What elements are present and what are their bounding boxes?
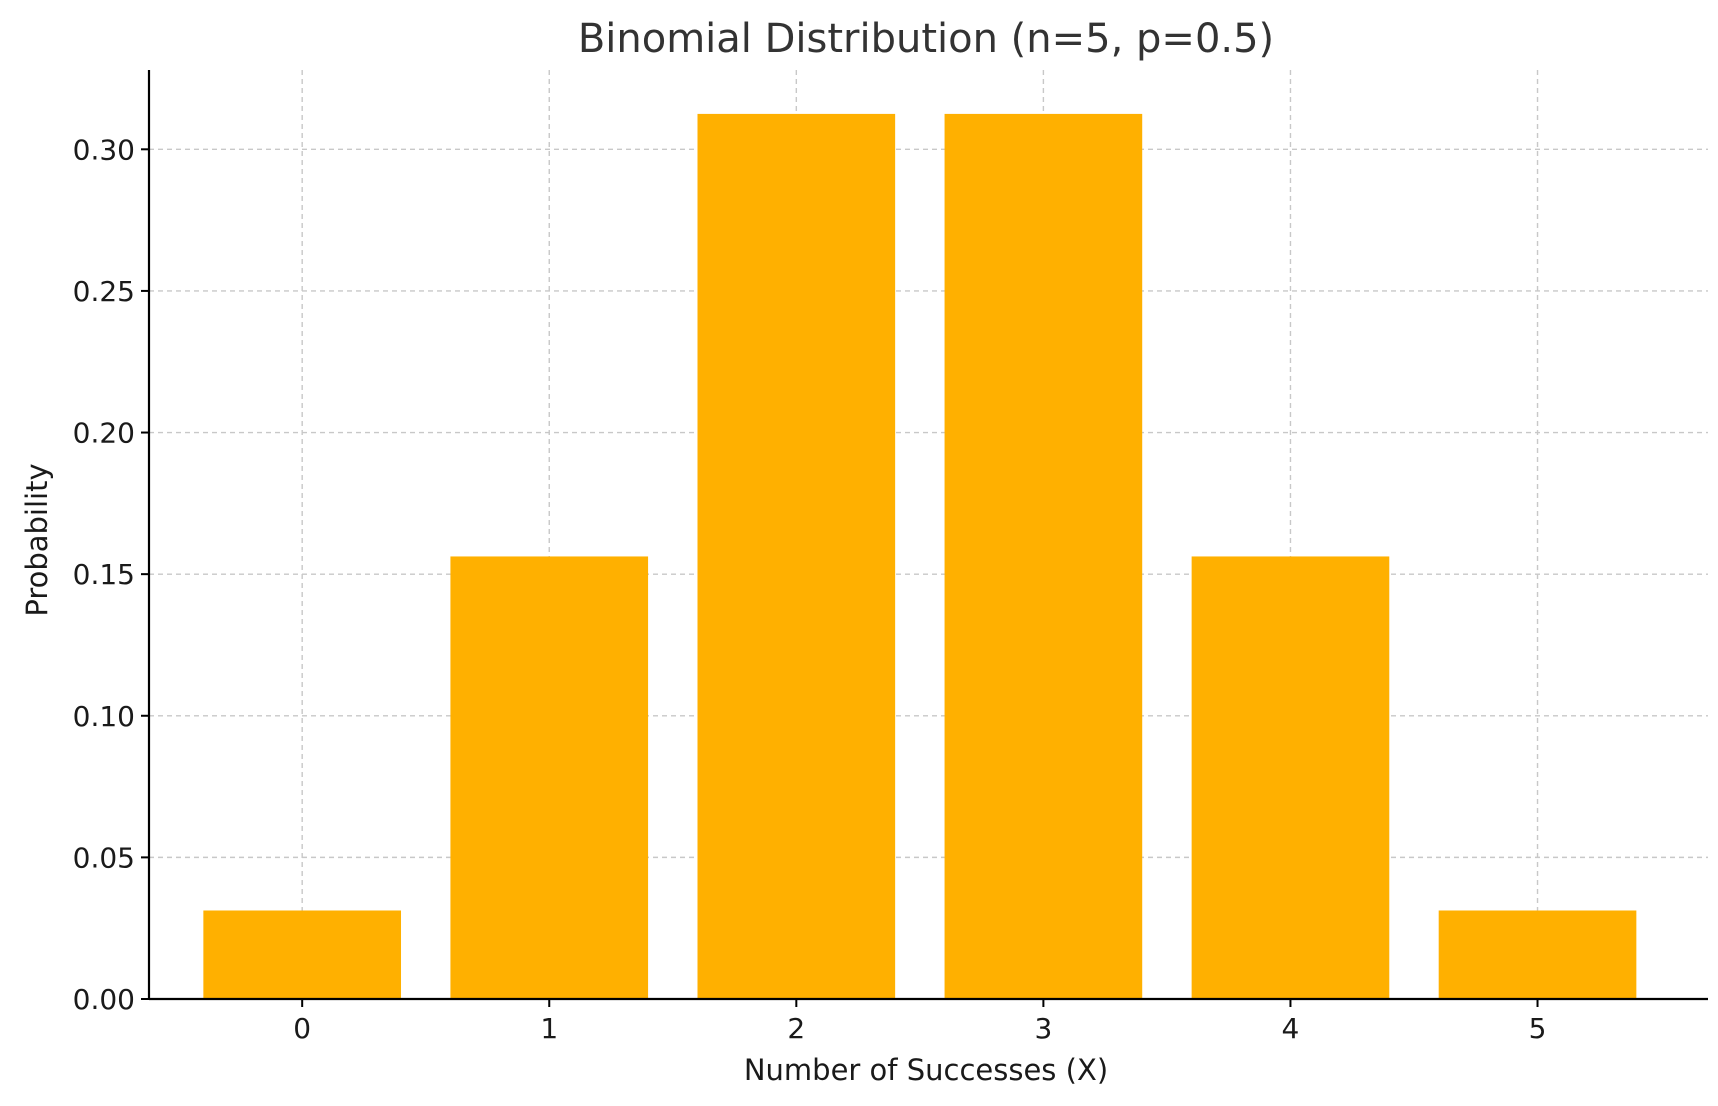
bar-layer — [203, 113, 1637, 999]
bar-2 — [697, 113, 896, 999]
bar-0 — [203, 910, 402, 999]
y-tick-label: 0.25 — [73, 275, 135, 308]
x-tick-label: 5 — [1529, 1012, 1547, 1045]
x-tick-label: 1 — [540, 1012, 558, 1045]
y-tick-label: 0.00 — [73, 983, 135, 1016]
label-layer: 0.00 0.05 0.10 0.15 0.20 0.25 0.30 0 1 2 3 4 5 — [73, 133, 1547, 1045]
x-tick-label: 0 — [293, 1012, 311, 1045]
y-tick-label: 0.15 — [73, 558, 135, 591]
bar-5 — [1438, 910, 1637, 999]
bar-1 — [450, 556, 649, 999]
bar-4 — [1191, 556, 1390, 999]
y-axis-label: Probability — [20, 463, 54, 616]
x-axis-label: Number of Successes (X) — [744, 1053, 1108, 1087]
y-tick-label: 0.05 — [73, 841, 135, 874]
y-tick-label: 0.20 — [73, 417, 135, 450]
chart-title: Binomial Distribution (n=5, p=0.5) — [578, 16, 1274, 62]
y-tick-label: 0.30 — [73, 133, 135, 166]
bar-3 — [944, 113, 1143, 999]
axis-layer — [141, 70, 1708, 1007]
x-tick-label: 4 — [1282, 1012, 1300, 1045]
x-tick-label: 3 — [1034, 1012, 1052, 1045]
grid-layer — [149, 70, 1708, 1000]
x-tick-label: 2 — [787, 1012, 805, 1045]
y-tick-label: 0.10 — [73, 700, 135, 733]
